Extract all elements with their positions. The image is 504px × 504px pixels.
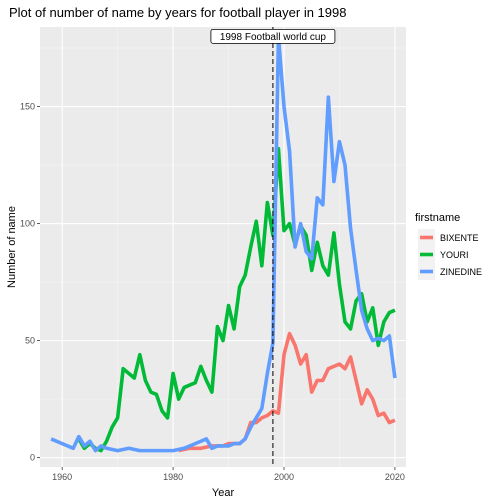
series-line-youri xyxy=(77,146,396,453)
series-line-zinedine xyxy=(50,34,397,453)
legend: firstname BIXENTE YOURI ZINEDINE xyxy=(415,212,482,280)
x-tick-label: 2020 xyxy=(385,472,405,482)
annotation: 1998 Football world cup xyxy=(210,28,336,44)
x-axis-title: Year xyxy=(212,487,235,499)
axis-ticks: 1960 1980 2000 2020 0 50 100 150 xyxy=(20,102,405,482)
legend-label-youri: YOURI xyxy=(440,250,469,260)
y-tick-label: 100 xyxy=(20,219,35,229)
y-axis-title: Number of name xyxy=(6,206,18,288)
x-tick-label: 1980 xyxy=(163,472,183,482)
y-tick-label: 0 xyxy=(30,453,35,463)
series-lines xyxy=(50,34,397,453)
y-tick-label: 150 xyxy=(20,102,35,112)
legend-label-bixente: BIXENTE xyxy=(440,233,479,243)
x-tick-label: 1960 xyxy=(52,472,72,482)
annotation-box xyxy=(210,28,336,44)
chart-title: Plot of number of name by years for foot… xyxy=(9,5,346,20)
y-tick-label: 50 xyxy=(25,336,35,346)
annotation-text: 1998 Football world cup xyxy=(220,32,327,43)
legend-title: firstname xyxy=(415,212,460,224)
x-tick-label: 2000 xyxy=(274,472,294,482)
legend-label-zinedine: ZINEDINE xyxy=(440,267,482,277)
plot-panel xyxy=(40,27,406,467)
